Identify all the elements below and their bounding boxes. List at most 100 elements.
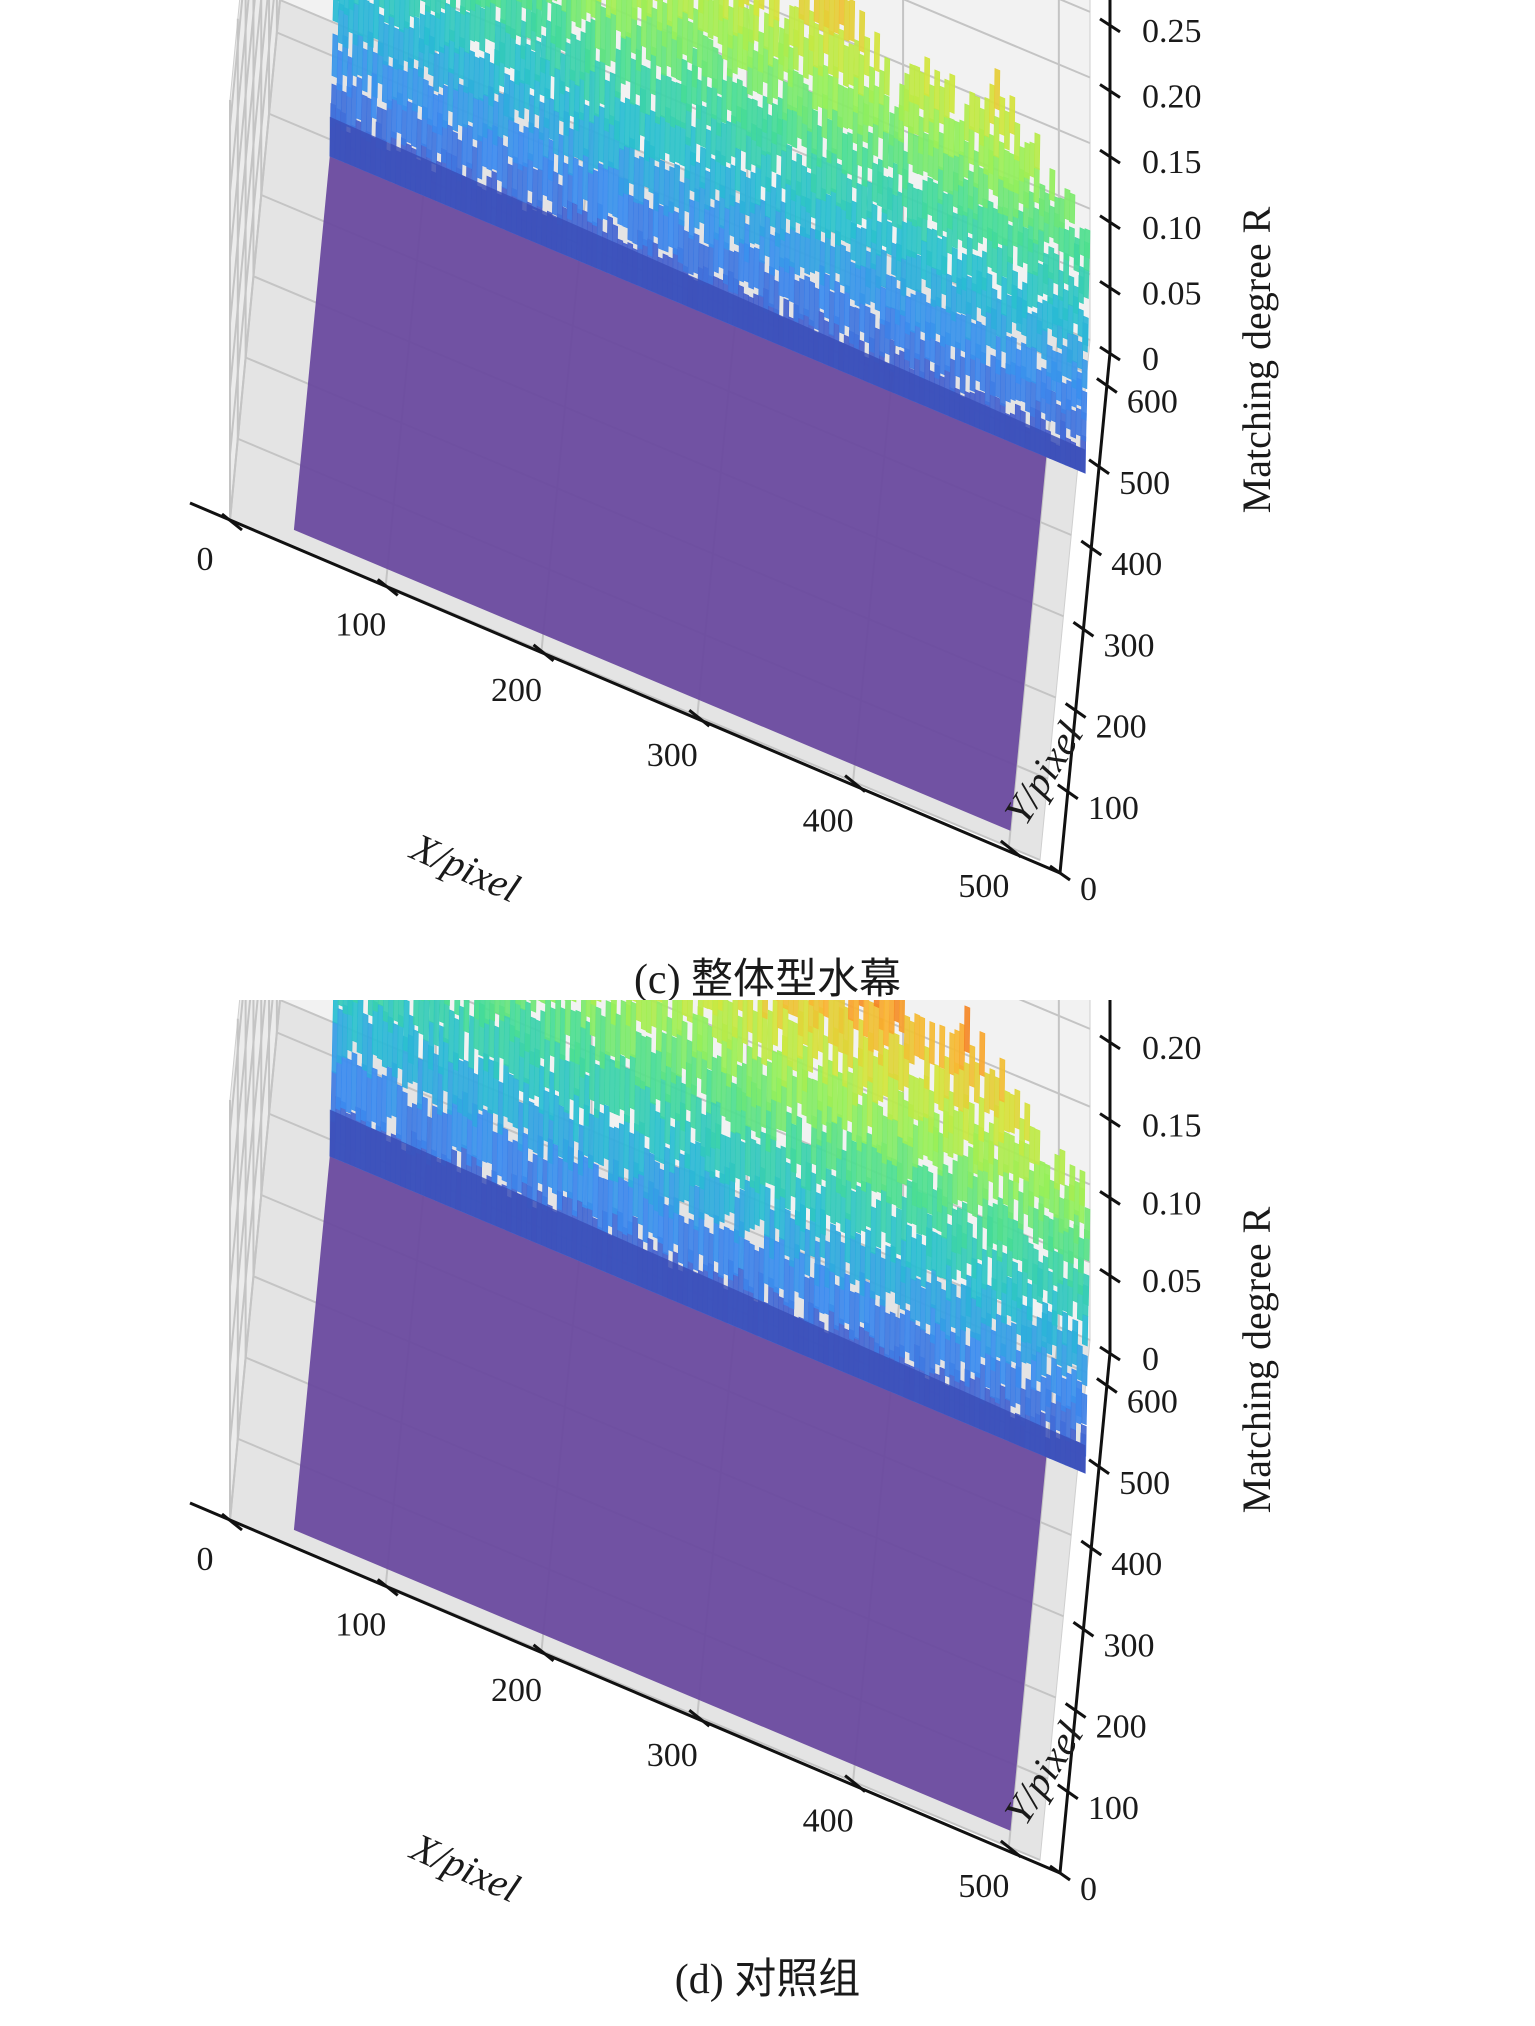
y-tick-label: 0 — [1080, 871, 1097, 908]
surface-strip — [529, 1016, 537, 1067]
surface-strip — [757, 1000, 764, 1044]
surface-strip — [537, 1000, 542, 1002]
surface-strip — [878, 1000, 885, 1032]
z-tick-label: 0.25 — [1142, 13, 1202, 50]
surface-strip — [790, 1123, 798, 1174]
surface-strip — [515, 0, 522, 38]
surface-strip — [908, 1074, 915, 1119]
x-tick-label: 100 — [335, 606, 386, 643]
surface-strip — [1003, 1131, 1010, 1174]
surface-strip — [553, 0, 558, 2]
z-tick-label: 0 — [1142, 341, 1159, 378]
surface-strip — [361, 1012, 369, 1072]
z-tick-label: 0.20 — [1142, 1030, 1202, 1067]
surface-strip — [536, 0, 543, 11]
surface-strip — [680, 58, 688, 105]
surface-strip — [923, 1045, 931, 1091]
surface-strip — [534, 39, 542, 83]
surface-strip — [528, 1000, 532, 1002]
surface-strip — [572, 156, 579, 205]
surface-strip — [1083, 268, 1090, 300]
surface-strip — [342, 1000, 349, 1016]
surface-strip — [945, 273, 953, 314]
surface-strip — [964, 336, 972, 377]
surface-strip — [716, 1000, 724, 1045]
surface-strip — [863, 35, 871, 77]
surface-strip — [998, 140, 1005, 181]
surface-strip — [812, 1000, 820, 1030]
surface-strip — [912, 133, 919, 175]
surface-strip — [680, 1020, 688, 1071]
surface-strip — [769, 185, 777, 229]
x-tick — [688, 1708, 711, 1728]
surface-strip — [889, 1311, 896, 1360]
surface-strip — [762, 1000, 768, 1020]
surface-strip — [847, 1000, 855, 1022]
surface-strip — [663, 1146, 671, 1199]
surface-strip — [898, 1000, 905, 1034]
surface-strip — [1039, 1160, 1046, 1198]
surface-strip — [484, 0, 491, 41]
surface-strip — [732, 0, 740, 37]
surface-strip — [1036, 301, 1044, 336]
surface-strip — [753, 246, 760, 290]
surface-strip — [815, 197, 822, 241]
surface-strip — [383, 0, 391, 25]
surface-strip — [620, 0, 628, 40]
surface-strip — [382, 1000, 389, 1023]
surface-strip — [489, 0, 496, 43]
surface-strip — [773, 279, 780, 319]
surface-strip — [419, 0, 426, 3]
surface-strip — [822, 1034, 829, 1086]
surface-strip — [731, 31, 739, 75]
surface-strip — [677, 0, 684, 20]
surface-strip — [866, 1132, 873, 1185]
surface-strip — [970, 1296, 977, 1339]
surface-strip — [871, 1100, 879, 1149]
surface-strip — [516, 0, 523, 3]
x-tick — [532, 643, 555, 662]
surface-strip — [933, 69, 941, 111]
surface-strip — [912, 1123, 919, 1169]
surface-strip — [1071, 1318, 1079, 1355]
surface-strip — [992, 207, 999, 250]
surface-strip — [813, 0, 820, 24]
surface-strip — [818, 1263, 826, 1315]
z-tick — [1099, 280, 1121, 296]
surface-strip — [847, 86, 854, 131]
surface-strip — [978, 1096, 985, 1143]
surface-strip — [412, 1029, 419, 1084]
surface-strip — [681, 10, 689, 56]
surface-strip — [807, 1000, 815, 1034]
surface-strip — [829, 1223, 836, 1274]
surface-strip — [873, 31, 881, 73]
surface-strip — [1059, 197, 1066, 230]
surface-strip — [886, 220, 893, 256]
surface-strip — [661, 1000, 668, 1033]
x-tick-label: 200 — [491, 1672, 542, 1709]
y-tick-label: 600 — [1127, 384, 1178, 421]
z-tick-label: 0.20 — [1142, 79, 1202, 116]
surface-strip — [465, 0, 472, 12]
surface-strip — [754, 202, 761, 246]
surface-strip — [722, 0, 729, 21]
surface-strip — [1083, 1273, 1090, 1306]
x-tick — [221, 512, 243, 532]
surface-strip — [479, 1000, 486, 1029]
surface-strip — [580, 1000, 587, 1030]
surface-strip — [505, 0, 512, 35]
grid-z-left — [229, 1000, 252, 1209]
surface-strip — [822, 1000, 829, 1019]
surface-strip — [921, 1164, 929, 1209]
surface-strip — [749, 1138, 757, 1190]
surface-strip — [861, 146, 869, 188]
surface-strip — [741, 1000, 749, 1045]
z-tick-label: 0.10 — [1142, 1185, 1202, 1222]
surface-strip — [561, 0, 568, 13]
surface-strip — [372, 0, 380, 41]
x-tick-label: 300 — [647, 737, 698, 774]
surface-strip — [947, 189, 954, 231]
surface-strip — [495, 0, 502, 9]
surface-strip — [906, 182, 914, 223]
surface-strip — [702, 1000, 709, 1010]
